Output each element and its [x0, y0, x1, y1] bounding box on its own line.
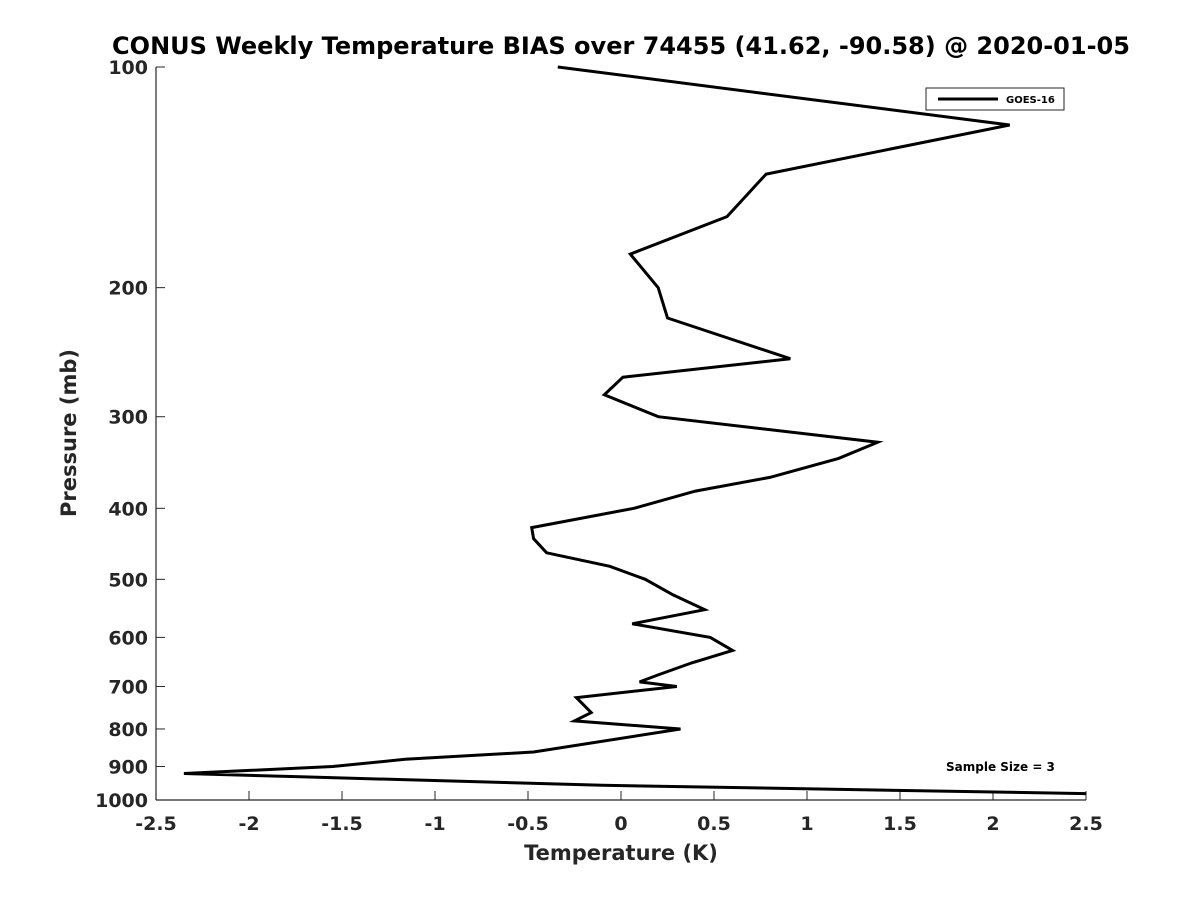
x-tick-label: 2.5 — [1069, 813, 1103, 835]
x-tick-label: -1 — [424, 813, 445, 835]
y-tick-label: 100 — [108, 57, 148, 79]
x-tick-label: -0.5 — [507, 813, 549, 835]
y-tick-label: 500 — [108, 569, 148, 591]
chart-title: CONUS Weekly Temperature BIAS over 74455… — [112, 32, 1130, 60]
y-tick-label: 400 — [108, 498, 148, 520]
y-tick-label: 800 — [108, 719, 148, 741]
legend-label-goes-16: GOES-16 — [1006, 95, 1055, 106]
x-tick-label: 1 — [800, 813, 813, 835]
x-tick-label: 0 — [614, 813, 627, 835]
x-axis-ticks: -2.5 -2 -1.5 -1 -0.5 0 0.5 1 1.5 2 2.5 — [135, 791, 1103, 835]
y-tick-label: 600 — [108, 627, 148, 649]
plot-area — [156, 67, 1086, 800]
y-tick-label: 700 — [108, 676, 148, 698]
x-tick-label: 1.5 — [883, 813, 917, 835]
y-tick-label: 1000 — [95, 790, 148, 812]
x-axis-label: Temperature (K) — [524, 841, 718, 865]
x-tick-label: -2 — [238, 813, 259, 835]
y-tick-label: 300 — [108, 407, 148, 429]
y-tick-label: 900 — [108, 756, 148, 778]
x-tick-label: -1.5 — [321, 813, 363, 835]
y-axis-label: Pressure (mb) — [57, 349, 81, 517]
series-line-goes-16 — [183, 65, 1087, 796]
x-tick-label: 0.5 — [697, 813, 731, 835]
y-axis-ticks: 100 200 300 400 500 600 700 800 900 1000 — [95, 57, 165, 812]
sample-size-annotation: Sample Size = 3 — [946, 760, 1055, 774]
x-tick-label: 2 — [986, 813, 999, 835]
x-tick-label: -2.5 — [135, 813, 177, 835]
legend: GOES-16 — [925, 87, 1065, 111]
y-tick-label: 200 — [108, 278, 148, 300]
